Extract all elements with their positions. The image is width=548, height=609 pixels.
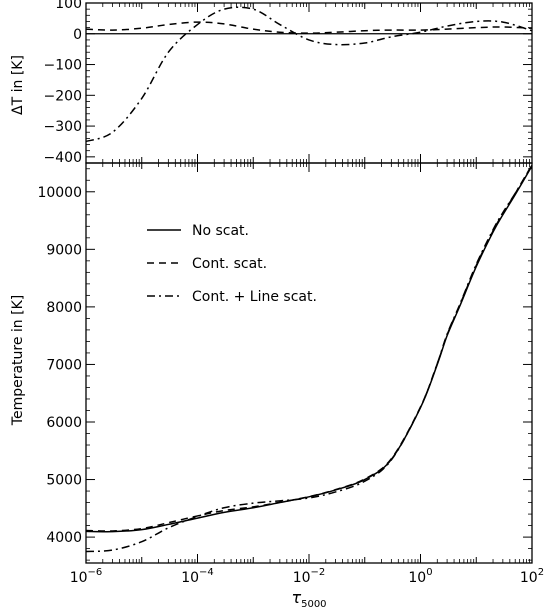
tau-axis-label: τ5000	[291, 588, 326, 609]
delta-t-y-tick-label: −400	[44, 150, 82, 166]
delta-t-series-dashed	[85, 21, 533, 34]
temperature-series	[85, 164, 533, 553]
temperature-series-dashed	[85, 164, 533, 532]
delta-t-y-tick-label: 100	[55, 0, 82, 12]
temperature-y-tick-label: 4000	[46, 530, 82, 546]
temperature-series-solid	[85, 165, 533, 533]
delta-t-y-tick-label: 0	[73, 27, 82, 43]
delta-t-ticks: 100 0 −100 −200 −300 −400	[44, 0, 533, 166]
delta-t-y-tick-label: −300	[44, 119, 82, 135]
temperature-ticks: 4000 5000 6000 7000 8000 9000 10000 10−6 10−4 10−…	[37, 163, 544, 586]
legend-label: Cont. scat.	[192, 256, 267, 272]
delta-t-panel: 100 0 −100 −200 −300 −400 ΔT in [K]	[10, 0, 533, 166]
temperature-axis-label: Temperature in [K]	[10, 295, 26, 426]
tau-tick-label: 10−4	[181, 567, 214, 586]
delta-t-y-tick-label: −100	[44, 58, 82, 74]
temperature-y-tick-label: 9000	[46, 242, 82, 258]
tau-tick-label: 102	[520, 567, 544, 586]
legend-label: No scat.	[192, 223, 249, 239]
temperature-series-dashdot	[85, 164, 533, 553]
temperature-y-tick-label: 10000	[37, 185, 82, 201]
tau-tick-label: 10−6	[70, 567, 103, 586]
temperature-plot-frame	[85, 162, 533, 564]
delta-t-series	[85, 6, 533, 143]
temperature-y-tick-label: 8000	[46, 300, 82, 316]
delta-t-axis-label: ΔT in [K]	[10, 55, 26, 115]
temperature-y-tick-label: 7000	[46, 357, 82, 373]
tau-tick-label: 10−2	[293, 567, 326, 586]
tau-tick-label: 100	[408, 567, 432, 586]
temperature-panel: 4000 5000 6000 7000 8000 9000 10000 10−6 10−4 10−…	[10, 162, 544, 609]
temperature-y-tick-label: 6000	[46, 415, 82, 431]
delta-t-y-tick-label: −200	[44, 88, 82, 104]
legend: No scat. Cont. scat. Cont. + Line scat.	[147, 223, 317, 305]
temperature-y-tick-label: 5000	[46, 473, 82, 489]
delta-t-series-dashdot	[85, 6, 533, 143]
legend-label: Cont. + Line scat.	[192, 289, 317, 305]
